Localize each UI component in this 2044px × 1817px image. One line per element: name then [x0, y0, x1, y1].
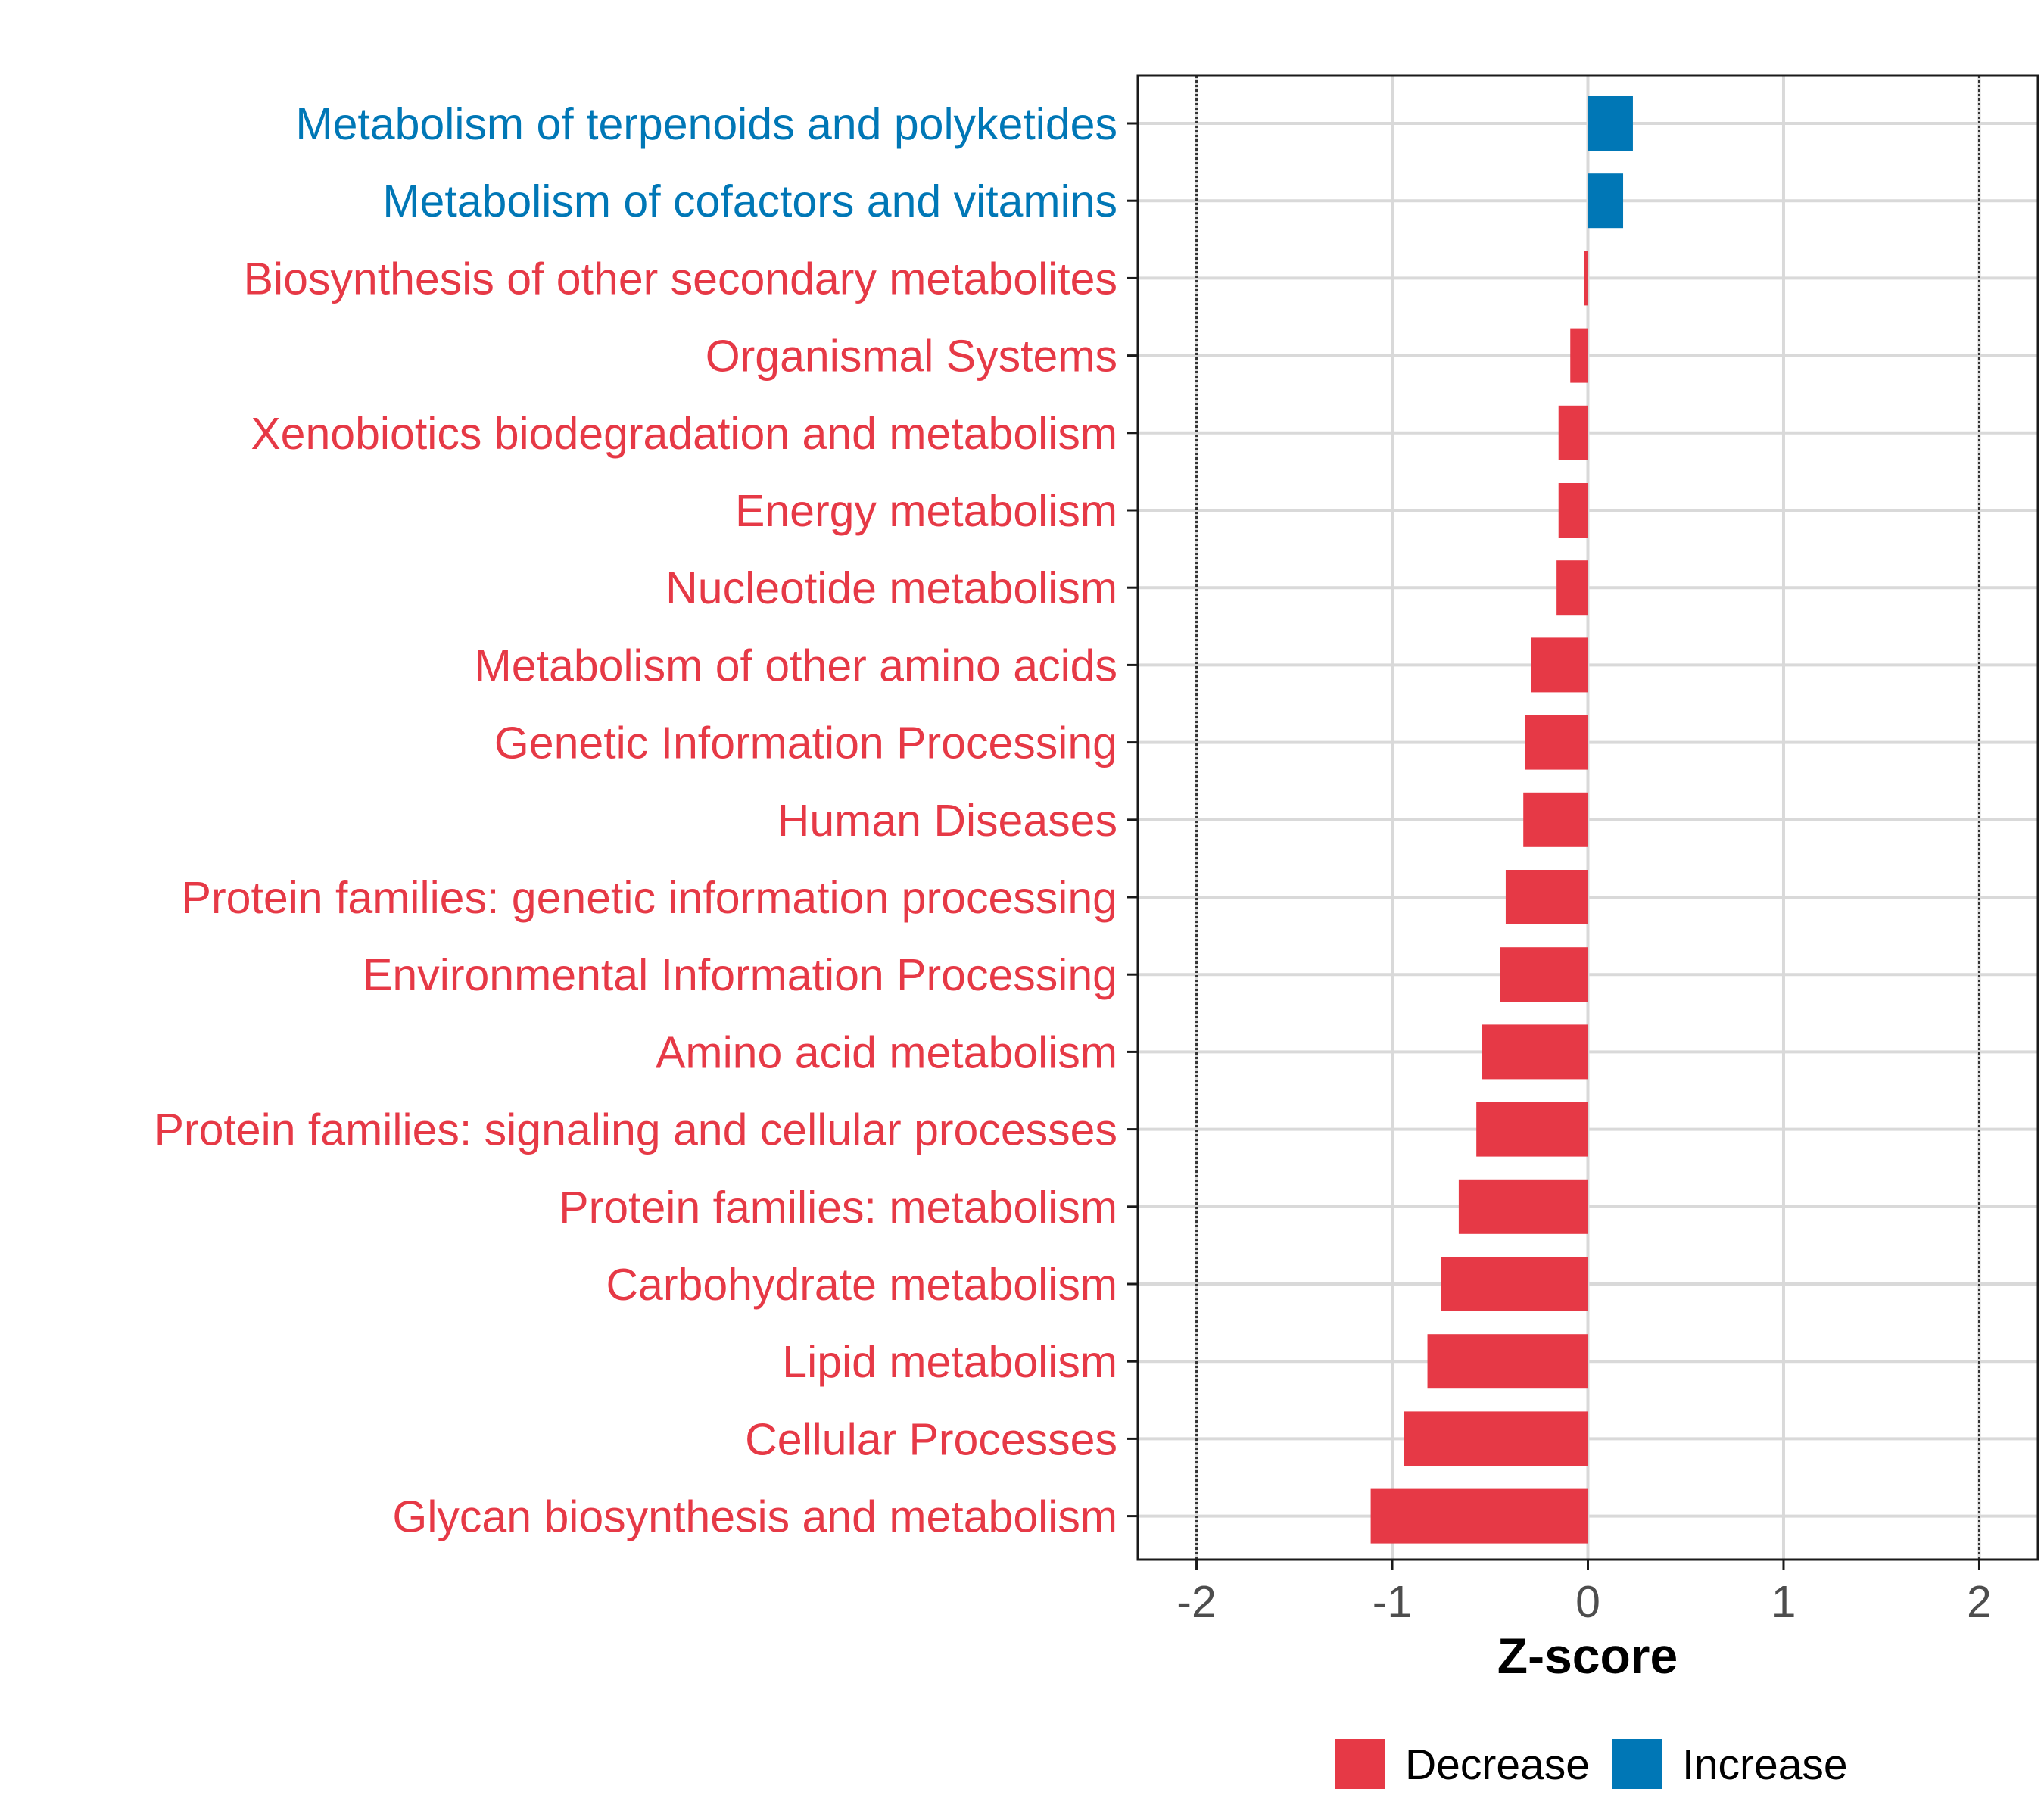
legend-swatch-decrease — [1335, 1739, 1385, 1789]
y-tick-label: Human Diseases — [777, 796, 1117, 846]
y-tick-label: Amino acid metabolism — [656, 1027, 1117, 1077]
bar-decrease — [1458, 1179, 1588, 1234]
x-tick-label: 1 — [1771, 1577, 1796, 1627]
y-tick-label: Glycan biosynthesis and metabolism — [392, 1492, 1117, 1542]
x-tick-label: 2 — [1967, 1577, 1992, 1627]
bar-decrease — [1531, 637, 1588, 693]
bar-decrease — [1558, 483, 1588, 538]
x-tick-label: 0 — [1575, 1577, 1600, 1627]
x-tick-label: -2 — [1176, 1577, 1216, 1627]
y-tick-label: Protein families: metabolism — [559, 1183, 1117, 1233]
y-tick-label: Organismal Systems — [706, 332, 1117, 382]
y-tick-label: Genetic Information Processing — [494, 718, 1117, 768]
y-tick-label: Xenobiotics biodegradation and metabolis… — [251, 409, 1117, 459]
bar-decrease — [1570, 328, 1588, 383]
bar-decrease — [1370, 1488, 1588, 1544]
y-tick-label: Environmental Information Processing — [363, 950, 1117, 1000]
bar-decrease — [1441, 1257, 1588, 1311]
legend: Decrease Increase — [1335, 1739, 1848, 1789]
bar-increase — [1588, 173, 1624, 229]
bar-decrease — [1556, 560, 1588, 616]
y-tick-label: Metabolism of cofactors and vitamins — [382, 176, 1117, 226]
bar-increase — [1588, 96, 1633, 151]
bar-decrease — [1476, 1102, 1588, 1157]
bar-decrease — [1404, 1411, 1588, 1466]
y-tick-label: Carbohydrate metabolism — [606, 1260, 1117, 1310]
x-axis-title: Z-score — [1497, 1628, 1678, 1684]
x-tick-label: -1 — [1373, 1577, 1412, 1627]
y-tick-label: Lipid metabolism — [782, 1337, 1117, 1387]
y-axis: Metabolism of terpenoids and polyketides… — [154, 99, 1138, 1542]
legend-swatch-increase — [1612, 1739, 1662, 1789]
y-tick-label: Protein families: signaling and cellular… — [154, 1105, 1117, 1155]
x-axis: -2 -1 0 1 2 — [1176, 1560, 1992, 1627]
legend-label-decrease: Decrease — [1405, 1741, 1590, 1789]
bar-decrease — [1558, 405, 1588, 460]
reference-lines — [1195, 76, 1980, 1560]
bars — [1370, 96, 1633, 1544]
y-tick-label: Cellular Processes — [745, 1414, 1117, 1464]
bar-decrease — [1482, 1024, 1588, 1080]
bar-decrease — [1500, 947, 1588, 1002]
bar-decrease — [1584, 251, 1588, 306]
bar-decrease — [1505, 870, 1588, 924]
y-tick-label: Energy metabolism — [735, 486, 1117, 536]
legend-label-increase: Increase — [1682, 1741, 1848, 1789]
bar-decrease — [1427, 1334, 1588, 1389]
y-tick-label: Metabolism of terpenoids and polyketides — [295, 99, 1117, 149]
y-tick-label: Metabolism of other amino acids — [475, 640, 1117, 690]
bar-decrease — [1523, 792, 1588, 847]
bar-decrease — [1525, 715, 1588, 770]
y-tick-label: Protein families: genetic information pr… — [182, 873, 1117, 923]
y-tick-label: Nucleotide metabolism — [665, 563, 1117, 613]
y-tick-label: Biosynthesis of other secondary metaboli… — [244, 254, 1117, 304]
